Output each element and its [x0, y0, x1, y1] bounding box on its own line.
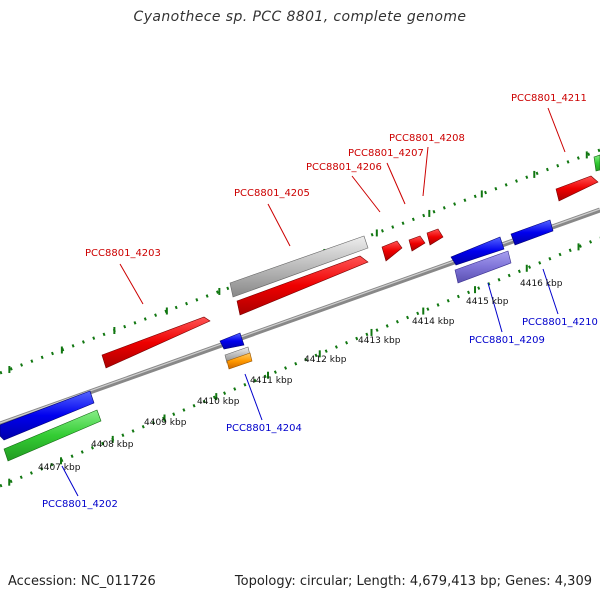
gene-label-4202[interactable]: PCC8801_4202: [42, 499, 118, 510]
reverse-strand: [0, 219, 554, 462]
inner-scale-ring: [0, 236, 600, 488]
gene-feature-4211[interactable]: [555, 175, 599, 202]
gene-labels-forward: PCC8801_4203 PCC8801_4205 PCC8801_4206 P…: [85, 93, 587, 259]
scale-label: 4407 kbp: [38, 463, 81, 473]
gene-feature-4205b[interactable]: [236, 255, 369, 316]
gene-label-4204[interactable]: PCC8801_4204: [226, 423, 302, 434]
gene-label-4207[interactable]: PCC8801_4207: [348, 148, 424, 159]
gene-label-4210[interactable]: PCC8801_4210: [522, 317, 598, 328]
gene-feature-4204[interactable]: [219, 332, 245, 350]
topology-text: Topology: circular; Length: 4,679,413 bp…: [234, 574, 592, 589]
forward-strand: [101, 154, 600, 369]
gene-feature-4202[interactable]: [0, 390, 95, 441]
gene-label-4206[interactable]: PCC8801_4206: [306, 162, 382, 173]
gene-label-4205[interactable]: PCC8801_4205: [234, 188, 310, 199]
gene-feature-4204-orange[interactable]: [226, 352, 253, 370]
gene-feature-4206[interactable]: [381, 240, 403, 262]
label-callouts: [61, 107, 566, 497]
rna-feature-4202[interactable]: [3, 409, 102, 462]
scale-label: 4412 kbp: [304, 355, 347, 365]
scale-label: 4416 kbp: [520, 279, 563, 289]
gene-feature-4210[interactable]: [510, 219, 554, 246]
scale-label: 4414 kbp: [412, 317, 455, 327]
map-title: Cyanothece sp. PCC 8801, complete genome: [133, 9, 467, 25]
accession-text: Accession: NC_011726: [8, 574, 156, 589]
scale-label: 4409 kbp: [144, 418, 187, 428]
gene-feature-4208[interactable]: [426, 228, 444, 246]
gene-label-4208[interactable]: PCC8801_4208: [389, 133, 465, 144]
rna-feature-top[interactable]: [593, 154, 600, 172]
gene-feature-4205[interactable]: [229, 235, 369, 298]
gene-feature-4207[interactable]: [408, 235, 426, 252]
scale-label: 4408 kbp: [91, 440, 134, 450]
scale-label: 4415 kbp: [466, 297, 509, 307]
gene-labels-reverse: PCC8801_4202 PCC8801_4204 PCC8801_4209 P…: [42, 317, 598, 510]
gene-label-4211[interactable]: PCC8801_4211: [511, 93, 587, 104]
gene-feature-4209b[interactable]: [454, 250, 512, 284]
gene-feature-4203[interactable]: [101, 316, 211, 369]
scale-label: 4413 kbp: [358, 336, 401, 346]
gene-label-4209[interactable]: PCC8801_4209: [469, 335, 545, 346]
gene-label-4203[interactable]: PCC8801_4203: [85, 248, 161, 259]
scale-label: 4410 kbp: [197, 397, 240, 407]
major-ticks: [8, 151, 588, 486]
gene-feature-4209[interactable]: [450, 236, 505, 266]
scale-label: 4411 kbp: [250, 376, 293, 386]
scale-labels: 4407 kbp 4408 kbp 4409 kbp 4410 kbp 4411…: [38, 279, 563, 473]
